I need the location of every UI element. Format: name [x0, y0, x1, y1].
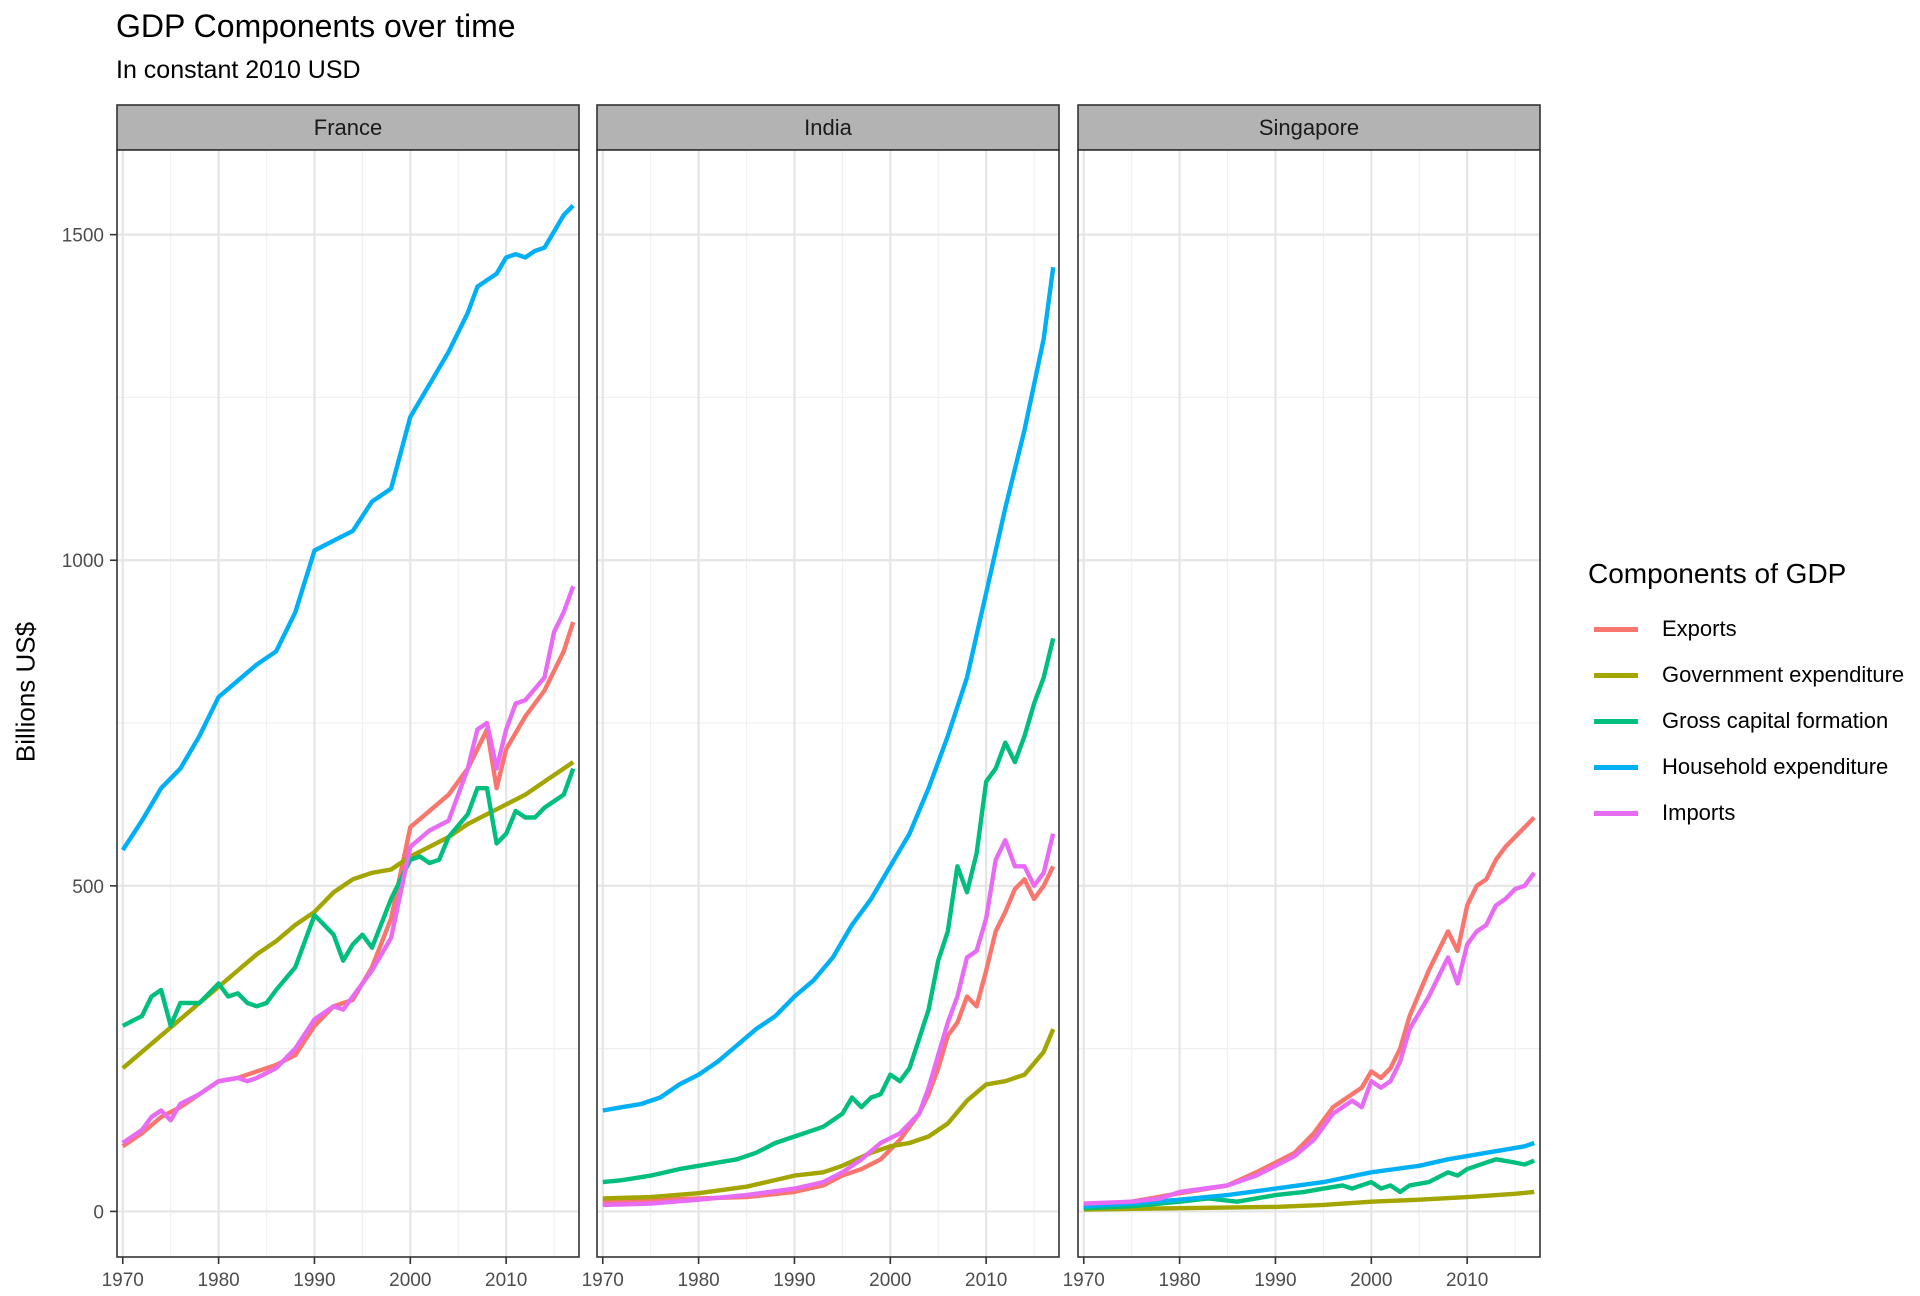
facet-strip — [1077, 104, 1541, 151]
y-tick-label: 500 — [72, 877, 104, 898]
series-line — [602, 865, 1056, 1204]
chart-title: GDP Components over time — [116, 8, 516, 44]
legend-label: Exports — [1662, 616, 1737, 641]
facet-panel: Singapore 1970 1980 1990 2000 2010 — [1063, 104, 1541, 1291]
legend-swatch — [1594, 626, 1638, 632]
facet-strip — [596, 104, 1060, 151]
x-tick-label: 1970 — [102, 1270, 144, 1291]
legend-label: Imports — [1662, 800, 1736, 825]
legend-label: Household expenditure — [1662, 754, 1889, 779]
legend-swatch — [1594, 810, 1638, 816]
series-line — [602, 833, 1056, 1208]
legend-swatch — [1594, 718, 1638, 724]
x-tick-label: 1970 — [1063, 1270, 1105, 1291]
x-tick-label: 2010 — [965, 1270, 1007, 1291]
chart-subtitle: In constant 2010 USD — [116, 56, 361, 84]
legend-label: Gross capital formation — [1662, 708, 1889, 733]
panel-background — [117, 150, 579, 1257]
y-tick-label: 1000 — [62, 551, 104, 572]
legend-label: Government expenditure — [1662, 662, 1905, 687]
legend-swatch — [1594, 672, 1638, 678]
series-line — [121, 767, 576, 1028]
legend-item: Household expenditure — [1588, 744, 1908, 790]
legend-swatch — [1594, 764, 1638, 770]
legend-item: Exports — [1588, 606, 1908, 652]
x-tick-label: 2000 — [1350, 1270, 1392, 1291]
panel-border — [1077, 149, 1541, 1258]
facet-strip-label: France — [314, 115, 382, 140]
x-tick-label: 2010 — [1446, 1270, 1488, 1291]
x-tick-label: 1970 — [582, 1270, 624, 1291]
panel-background — [597, 150, 1059, 1257]
series-line — [1083, 1140, 1535, 1209]
facet-panel: India 1970 1980 1990 2000 2010 — [582, 104, 1060, 1291]
facet-panel: France 1970 1980 1990 2000 2010 0 500 1000 1500 — [62, 104, 580, 1291]
panel-border — [116, 149, 580, 1258]
x-tick-label: 2000 — [389, 1270, 431, 1291]
legend: Components of GDP Exports Government expe… — [1588, 558, 1908, 836]
series-line — [1083, 815, 1536, 1208]
x-tick-label: 1980 — [1158, 1270, 1200, 1291]
series-line — [1083, 871, 1536, 1206]
legend-item: Government expenditure — [1588, 652, 1908, 698]
panel-border — [596, 149, 1060, 1258]
y-tick-label: 1500 — [62, 226, 104, 247]
series-line — [602, 266, 1056, 1113]
x-tick-label: 2000 — [869, 1270, 911, 1291]
facet-strip-label: Singapore — [1259, 115, 1359, 140]
x-tick-label: 1980 — [197, 1270, 239, 1291]
x-tick-label: 1990 — [1254, 1270, 1296, 1291]
series-line — [1083, 1189, 1535, 1212]
x-tick-label: 1990 — [773, 1270, 815, 1291]
series-line — [121, 585, 576, 1145]
series-line — [1083, 1157, 1536, 1211]
legend-title: Components of GDP — [1588, 558, 1847, 589]
series-line — [602, 637, 1056, 1185]
x-tick-label: 2010 — [485, 1270, 527, 1291]
y-tick-label: 0 — [93, 1202, 104, 1223]
legend-item: Gross capital formation — [1588, 698, 1908, 744]
panel-background — [1078, 150, 1540, 1257]
x-tick-label: 1990 — [293, 1270, 335, 1291]
facet-strip-label: India — [804, 115, 852, 140]
legend-items: Exports Government expenditure Gross capit… — [1588, 606, 1908, 836]
series-line — [120, 203, 575, 852]
x-tick-label: 1980 — [677, 1270, 719, 1291]
legend-item: Imports — [1588, 790, 1908, 836]
series-line — [602, 1028, 1056, 1201]
